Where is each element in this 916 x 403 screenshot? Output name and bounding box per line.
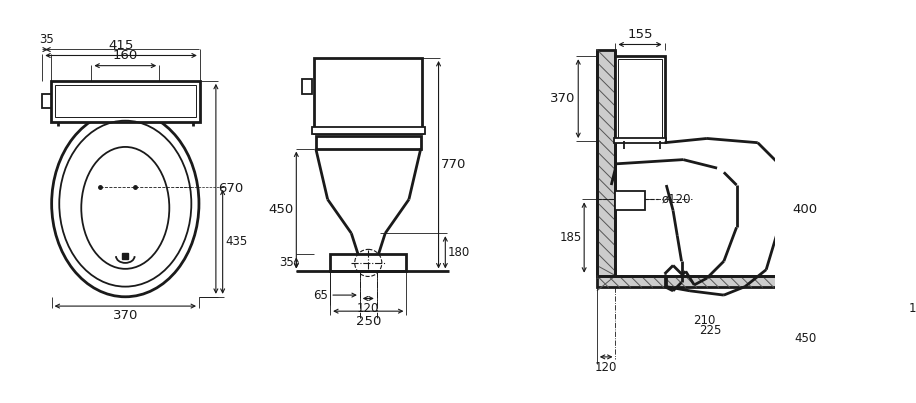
Text: 370: 370 [113, 310, 138, 322]
Bar [42, 94, 50, 108]
Text: 435: 435 [225, 235, 247, 248]
Bar [616, 191, 645, 210]
Text: 210: 210 [693, 314, 715, 327]
Bar [311, 127, 425, 134]
Text: 225: 225 [699, 324, 722, 337]
Bar [616, 56, 665, 141]
Text: 400: 400 [792, 203, 818, 216]
Ellipse shape [51, 110, 199, 297]
Text: 65: 65 [313, 289, 329, 301]
Text: 450: 450 [268, 204, 294, 216]
Text: 770: 770 [442, 158, 466, 171]
Bar [330, 254, 407, 271]
Bar [618, 59, 662, 139]
Bar [50, 81, 200, 122]
Bar [316, 136, 420, 149]
Text: 155: 155 [627, 28, 653, 41]
Text: 415: 415 [108, 39, 134, 52]
Text: 250: 250 [355, 316, 381, 328]
Text: 120: 120 [357, 302, 379, 315]
Bar [614, 137, 666, 143]
Bar [302, 79, 312, 94]
Text: 180: 180 [448, 246, 470, 259]
Text: 180: 180 [910, 301, 916, 315]
Bar [597, 50, 616, 276]
Bar [55, 85, 196, 117]
Text: 35: 35 [279, 256, 294, 270]
Text: 450: 450 [795, 332, 817, 345]
Text: 670: 670 [218, 182, 244, 195]
Text: 160: 160 [113, 49, 138, 62]
Bar [314, 58, 422, 133]
Text: ø120: ø120 [662, 193, 692, 206]
Bar [597, 276, 783, 287]
Text: 370: 370 [551, 92, 575, 105]
Text: 35: 35 [39, 33, 54, 46]
Text: 120: 120 [595, 361, 617, 374]
Text: 185: 185 [560, 231, 582, 244]
